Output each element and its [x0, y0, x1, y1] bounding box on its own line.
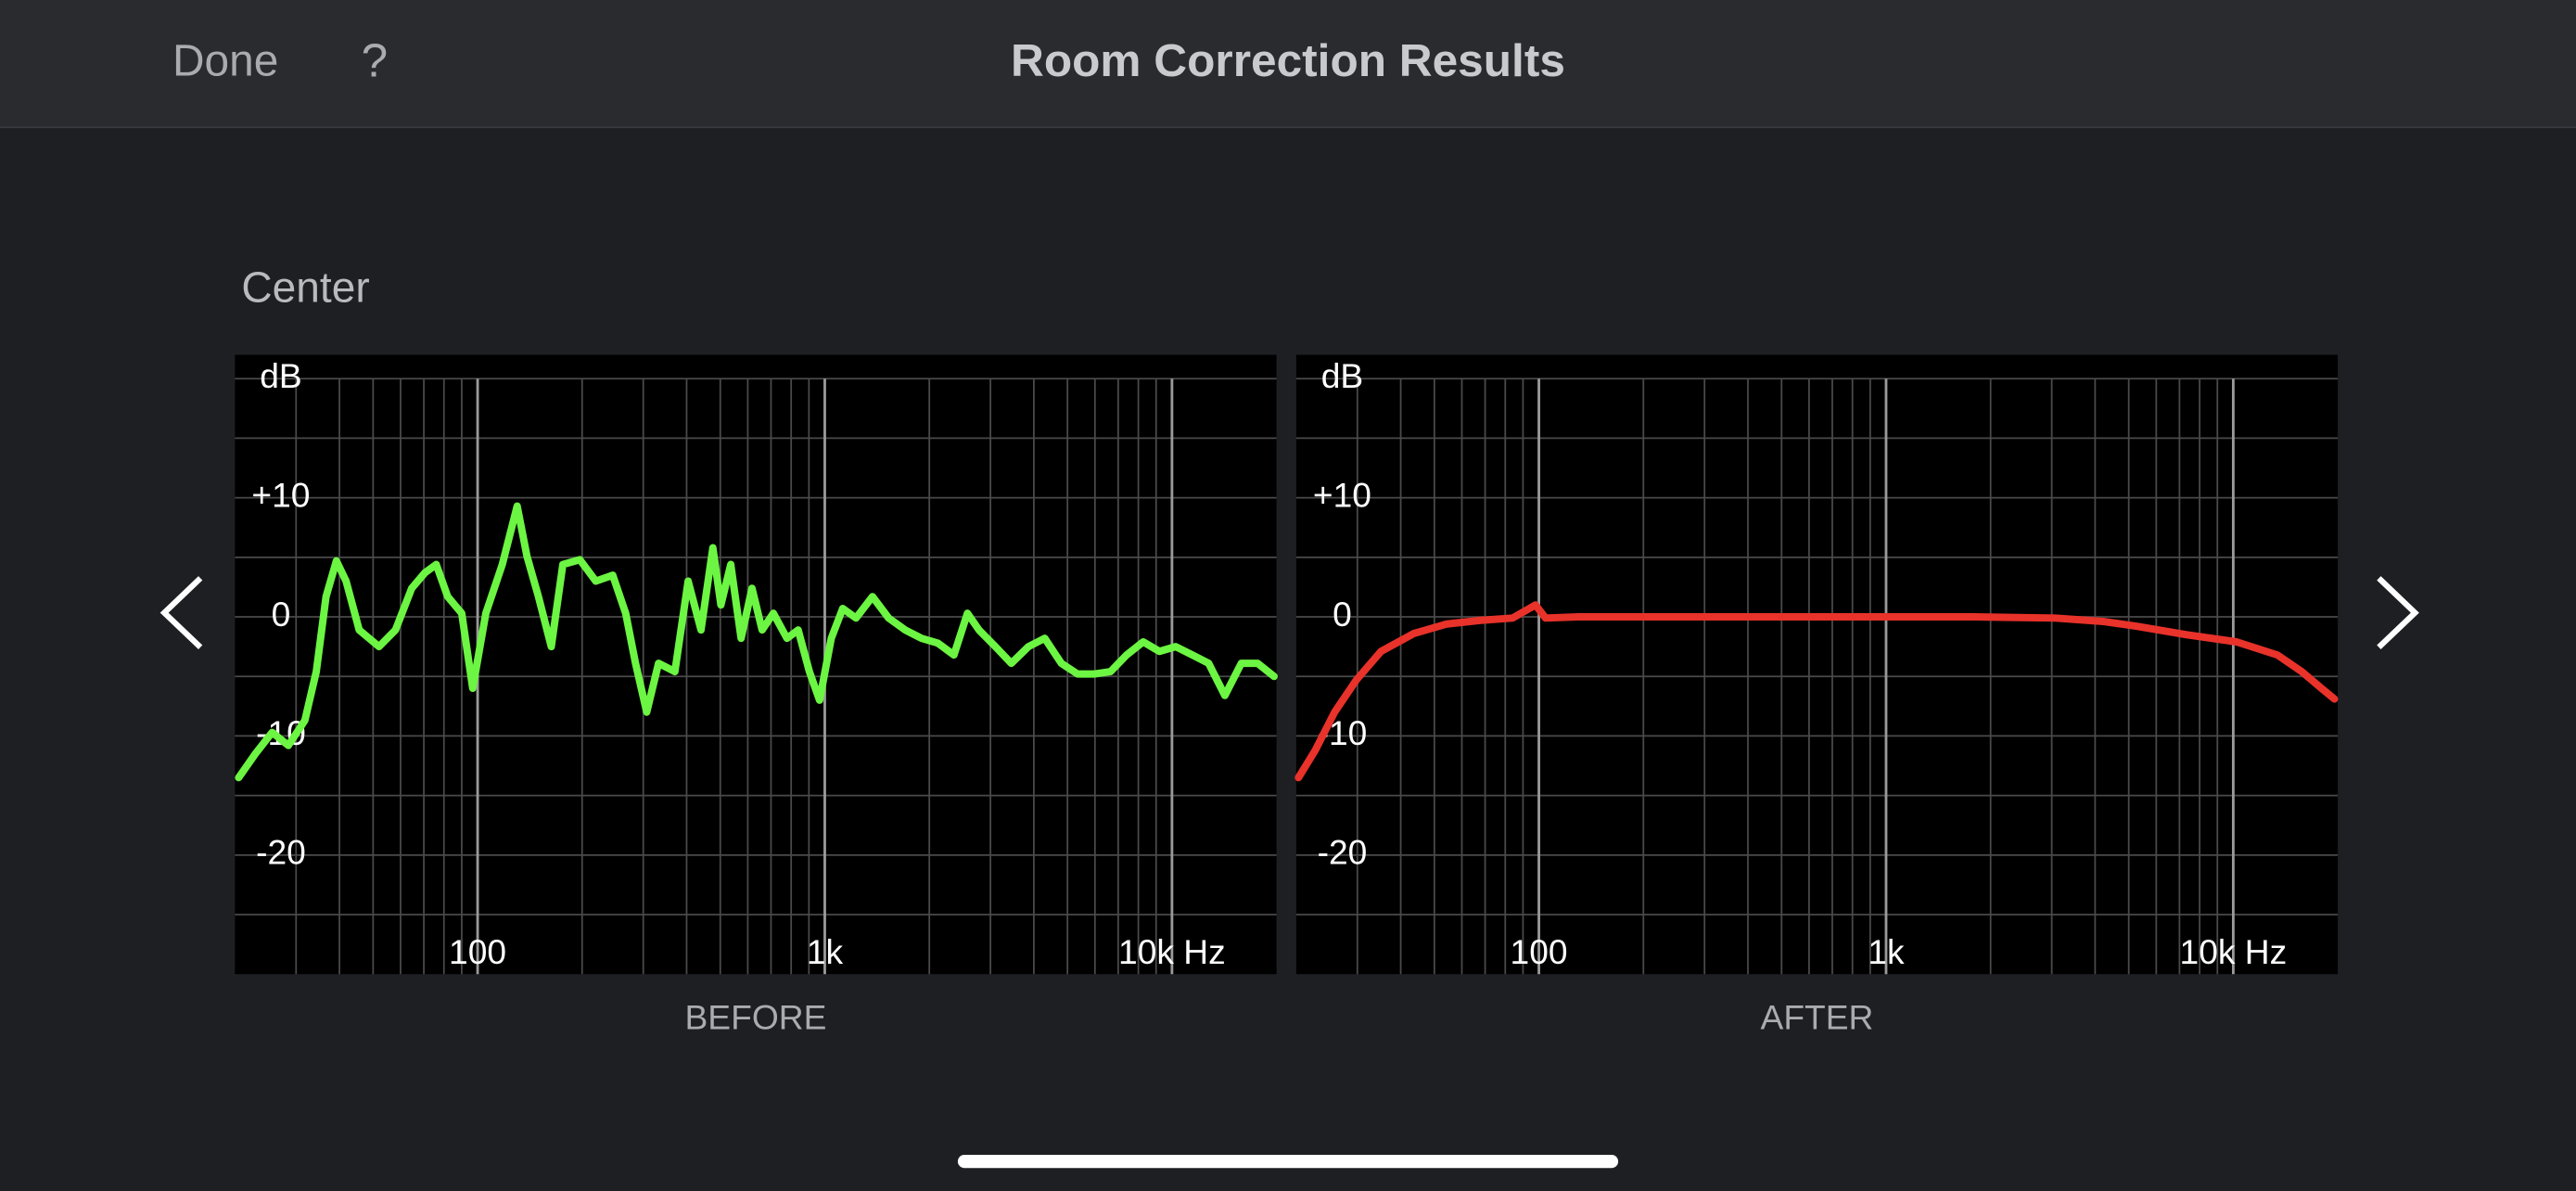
x-tick-label: 1k — [1868, 932, 1905, 971]
y-tick-label: dB — [260, 356, 302, 395]
channel-label: Center — [241, 263, 369, 312]
screen-title: Room Correction Results — [1011, 34, 1565, 86]
y-tick-label: -20 — [1318, 833, 1368, 872]
plot-area — [235, 354, 1277, 975]
header-bar — [0, 0, 2576, 127]
x-tick-label: 10k Hz — [2180, 932, 2288, 971]
chart-caption: BEFORE — [684, 998, 826, 1037]
y-tick-label: 0 — [272, 595, 291, 634]
x-tick-label: 100 — [449, 932, 506, 971]
x-tick-label: 10k Hz — [1118, 932, 1226, 971]
x-tick-label: 100 — [1511, 932, 1568, 971]
y-tick-label: +10 — [1313, 475, 1371, 514]
response-curve — [235, 502, 1278, 782]
plot-area — [1295, 354, 2339, 975]
home-indicator — [957, 1155, 1619, 1169]
y-tick-label: dB — [1321, 356, 1364, 395]
previous-arrow[interactable] — [159, 576, 203, 650]
y-tick-label: -20 — [256, 833, 306, 872]
done-button[interactable]: Done — [172, 37, 278, 86]
y-tick-label: +10 — [251, 475, 310, 514]
next-arrow[interactable] — [2377, 576, 2419, 650]
x-tick-label: 1k — [807, 932, 844, 971]
response-curve — [1294, 601, 2339, 782]
help-button[interactable]: ? — [362, 34, 389, 87]
chart-caption: AFTER — [1761, 998, 1874, 1037]
y-tick-label: 0 — [1333, 595, 1352, 634]
